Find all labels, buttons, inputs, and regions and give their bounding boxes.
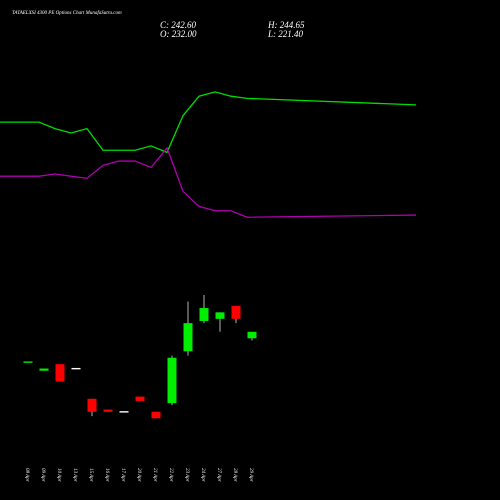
candle-body-9 (151, 411, 161, 419)
high-price-label: H: 244.65 (268, 20, 305, 30)
candle-body-5 (87, 398, 97, 412)
candle-body-10 (167, 357, 177, 404)
x-tick-label-8: 20 Apr (136, 468, 141, 482)
candle-body-3 (55, 364, 65, 382)
lower-band-line (0, 146, 417, 218)
x-tick-label-9: 21 Apr (152, 468, 157, 482)
candle-body-7 (119, 411, 129, 413)
x-tick-label-11: 23 Apr (184, 468, 189, 482)
x-tick-label-1: 08 Apr (24, 468, 29, 482)
candle-body-11 (183, 323, 193, 352)
upper-band-line (0, 91, 417, 154)
x-tick-label-4: 13 Apr (72, 468, 77, 482)
candle-body-2 (39, 368, 49, 371)
chart-title: TATAELXSI 4300 PE Options Chart MunafaSu… (12, 11, 122, 16)
candle-body-8 (135, 396, 145, 401)
x-tick-label-3: 10 Apr (56, 468, 61, 482)
x-tick-label-10: 22 Apr (168, 468, 173, 482)
candle-body-6 (103, 409, 113, 412)
candle-body-13 (215, 312, 225, 319)
open-price-label: O: 232.00 (160, 29, 197, 39)
x-tick-label-6: 16 Apr (104, 468, 109, 482)
x-tick-label-14: 28 Apr (232, 468, 237, 482)
x-tick-label-7: 17 Apr (120, 468, 125, 482)
candle-body-12 (199, 308, 209, 321)
candle-body-15 (247, 331, 257, 339)
x-tick-label-5: 15 Apr (88, 468, 93, 482)
x-tick-label-12: 24 Apr (200, 468, 205, 482)
low-price-label: L: 221.40 (268, 29, 304, 39)
close-price-label: C: 242.60 (160, 20, 196, 30)
candle-body-4 (71, 367, 81, 370)
x-tick-label-15: 29 Apr (248, 468, 253, 482)
candle-body-14 (231, 305, 241, 319)
x-tick-label-13: 27 Apr (216, 468, 221, 482)
x-tick-label-2: 09 Apr (40, 468, 45, 482)
candle-body-1 (23, 361, 33, 363)
